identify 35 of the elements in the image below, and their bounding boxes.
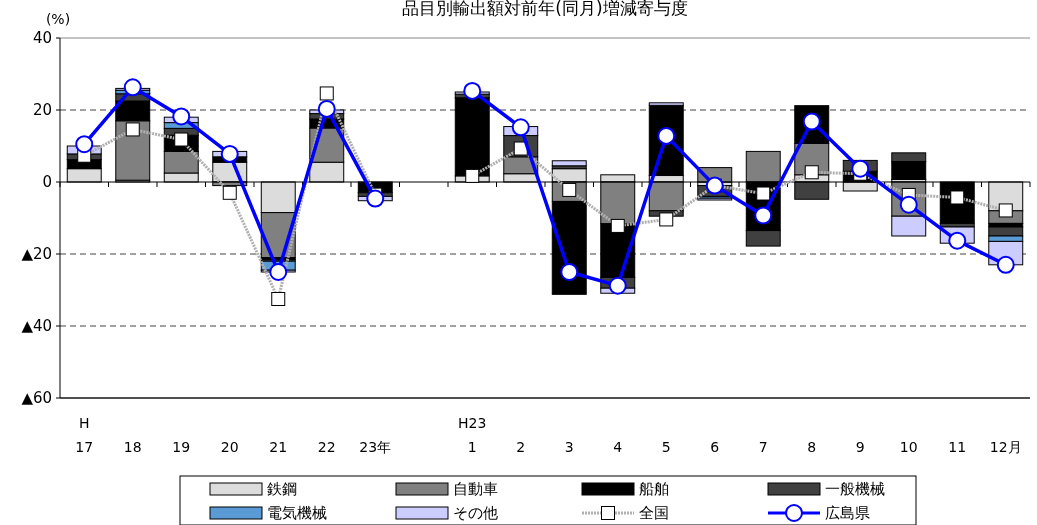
y-axis-title: (%) bbox=[45, 11, 71, 27]
x-tick-label: 7 bbox=[758, 439, 768, 455]
y-tick-label: 40 bbox=[32, 29, 52, 48]
legend-label: その他 bbox=[453, 504, 498, 523]
x-tick-label: 10 bbox=[899, 439, 918, 455]
x-tick-label: H23 1 bbox=[458, 415, 487, 455]
legend-label: 電気機械 bbox=[267, 504, 327, 523]
x-tick-label: 8 bbox=[807, 439, 817, 455]
y-tick-label: ▲20 bbox=[21, 245, 52, 264]
y-tick-label: ▲60 bbox=[21, 389, 52, 408]
legend-label: 全国 bbox=[639, 504, 669, 523]
y-tick-label: 0 bbox=[42, 173, 52, 192]
x-tick-label: 22 bbox=[317, 439, 336, 455]
x-tick-label: 20 bbox=[220, 439, 239, 455]
legend-label: 船舶 bbox=[639, 480, 669, 499]
x-tick-label: 12月 bbox=[989, 439, 1022, 455]
y-tick-label: ▲40 bbox=[21, 317, 52, 336]
legend-label: 一般機械 bbox=[825, 480, 885, 499]
x-tick-label: 5 bbox=[661, 439, 671, 455]
x-tick-label: 2 bbox=[516, 439, 526, 455]
x-tick-label: 21 bbox=[269, 439, 288, 455]
legend-label: 広島県 bbox=[825, 504, 870, 523]
y-tick-label: 20 bbox=[32, 101, 52, 120]
x-tick-label: 18 bbox=[123, 439, 142, 455]
legend-label: 自動車 bbox=[453, 480, 498, 499]
x-tick-label: 4 bbox=[613, 439, 623, 455]
x-tick-label: 11 bbox=[948, 439, 967, 455]
x-tick-label: 23年 bbox=[359, 439, 392, 455]
x-tick-label: 19 bbox=[172, 439, 191, 455]
legend-label: 鉄鋼 bbox=[267, 480, 297, 499]
x-tick-label: 9 bbox=[855, 439, 865, 455]
chart-title: 品目別輸出額対前年(同月)増減寄与度 bbox=[402, 0, 688, 18]
x-tick-label: H 17 bbox=[75, 415, 94, 455]
x-tick-label: 6 bbox=[710, 439, 720, 455]
x-tick-label: 3 bbox=[564, 439, 574, 455]
